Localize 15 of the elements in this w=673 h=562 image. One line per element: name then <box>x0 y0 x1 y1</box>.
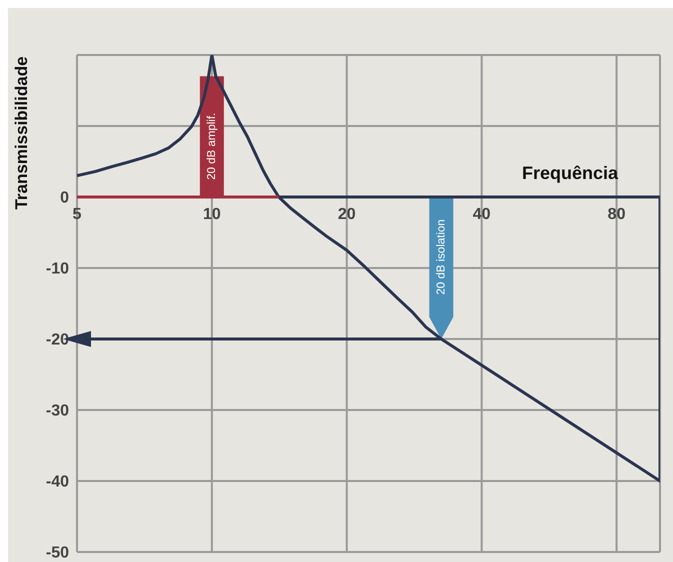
x-tick-label: 10 <box>202 206 221 223</box>
y-tick-label: -20 <box>46 332 70 349</box>
series-label: 20 dB isolation <box>435 219 448 295</box>
y-tick-label: -10 <box>46 260 70 278</box>
x-tick-label: 40 <box>472 206 491 223</box>
x-tick-label: 80 <box>608 206 626 223</box>
x-tick-label: 5 <box>72 206 82 223</box>
y-tick-label: -40 <box>46 474 70 491</box>
x-axis-title: Frequência <box>522 163 618 184</box>
x-tick-label: 20 <box>338 206 356 223</box>
y-axis-title: Transmissibilidade <box>12 56 32 210</box>
y-tick-label: -30 <box>46 402 70 420</box>
series-label: 20 dB amplif. <box>206 112 218 180</box>
y-tick-label: 0 <box>60 190 70 207</box>
y-tick-label: -50 <box>46 544 70 562</box>
